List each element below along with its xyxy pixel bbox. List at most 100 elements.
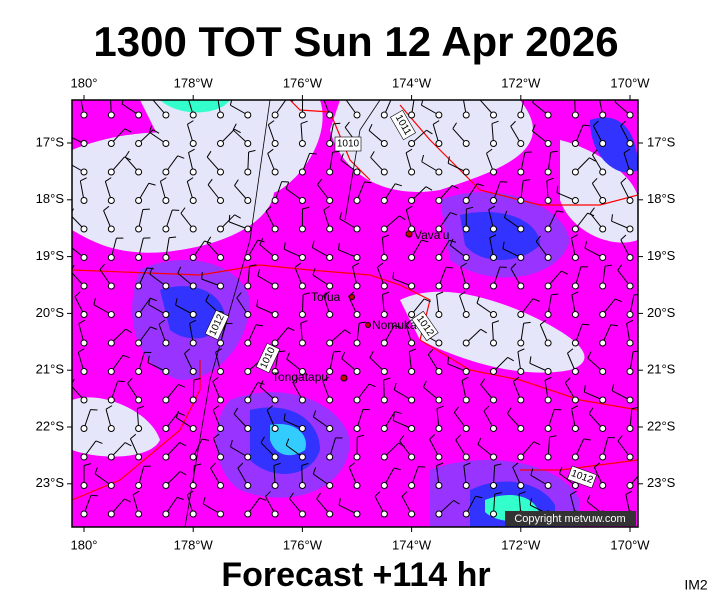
wind-barb [611,383,615,391]
wind-barb [480,378,486,385]
wind-barb [477,183,484,187]
wind-barb [393,383,397,391]
station [80,482,88,489]
wind-barb [550,150,558,153]
wind-barb [447,356,450,364]
station [626,197,634,204]
wind-barb [265,491,271,497]
wind-barb [426,129,433,135]
station [189,254,197,261]
wind-barb [531,124,536,132]
wind-barb [312,467,317,475]
station [162,254,170,261]
station [298,282,306,290]
station [271,168,279,176]
wind-barb [405,319,412,325]
isobar-label: 1010 [337,139,360,150]
station [435,396,443,404]
wind-barb [518,491,526,495]
station [162,425,170,432]
wind-barb [66,128,67,135]
station [626,396,634,404]
wind-barb [229,100,233,106]
station [626,453,634,461]
station [462,339,470,347]
wind-barb [502,241,505,249]
station [517,111,525,119]
station [380,197,388,204]
wind-barb [486,148,493,154]
wind-barb [124,150,130,158]
station [217,140,224,147]
wind-barb [177,155,185,159]
station [107,111,115,119]
wind-barb [95,440,103,444]
station [244,425,252,432]
station [380,425,388,432]
station [599,425,607,432]
station [107,453,115,461]
station [490,282,497,290]
wind-barb [259,497,267,501]
station [462,111,470,119]
station [326,339,334,347]
station [626,254,634,261]
wind-barb [188,148,195,153]
wind-barb [415,94,422,95]
station [162,168,170,176]
wind-barb [604,264,613,267]
wind-barb [338,498,341,506]
station [162,282,170,290]
station [80,368,88,375]
wind-barb [125,328,132,334]
wind-barb [124,128,132,133]
station [80,282,88,290]
wind-barb [257,268,261,277]
image-id: IM2 [684,577,708,593]
station [298,140,306,147]
wind-barb [323,291,330,296]
wind-barb [217,92,223,95]
wind-barb [178,383,186,388]
station [462,510,470,518]
wind-barb [153,100,154,101]
station [244,311,252,318]
station [353,453,361,461]
wind-barb [266,405,273,411]
copyright-box [505,511,636,526]
station [544,339,552,347]
station [298,339,306,347]
wind-barb [90,494,99,497]
wind-barb [546,177,554,182]
station [162,510,170,518]
wind-barb [532,100,535,103]
station [217,482,224,489]
wind-barb [285,182,290,189]
station [490,140,497,147]
station [189,225,197,233]
wind-barb [300,120,308,125]
wind-barb [449,239,457,243]
station [244,482,252,489]
wind-barb [333,350,341,353]
station [517,482,525,489]
wind-barb [574,93,581,95]
wind-barb [620,234,627,241]
station [380,111,388,119]
station [189,482,197,489]
wind-barb [370,151,375,158]
wind-barb [382,291,390,296]
wind-barb [322,376,329,382]
wind-barb [148,125,153,133]
station [490,453,497,461]
station [271,111,279,119]
station [162,453,170,461]
lon-label: 172°W [501,75,541,90]
station [571,482,579,489]
place-label: Tofua [311,290,341,304]
station [408,168,416,176]
lat-label: 18°S [647,191,676,206]
wind-barb [194,463,202,467]
wind-barb [368,123,373,131]
station [353,339,361,347]
